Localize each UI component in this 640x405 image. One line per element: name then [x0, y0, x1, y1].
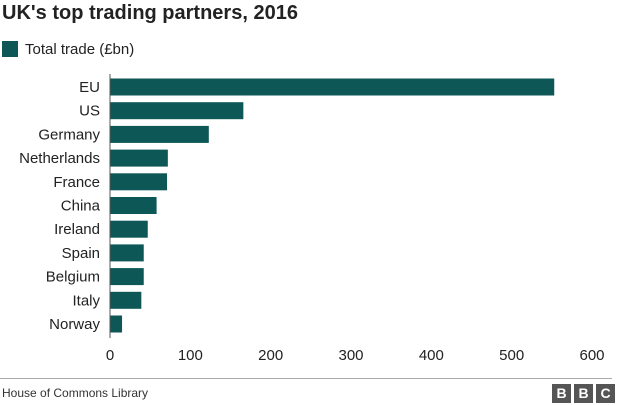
- category-label: Netherlands: [19, 150, 100, 167]
- bar: [110, 149, 168, 167]
- x-tick-labels: 0 100 200 300 400 500 600: [106, 347, 605, 364]
- bbc-logo: B B C: [549, 384, 615, 403]
- x-tick-label: 600: [579, 347, 604, 364]
- bar: [110, 173, 168, 191]
- legend-swatch: [2, 41, 18, 57]
- category-label: US: [79, 103, 100, 120]
- bar-chart: EU US Germany Netherlands France China Ireland…: [19, 74, 605, 364]
- category-label: Ireland: [54, 221, 100, 238]
- x-tick-label: 200: [258, 347, 283, 364]
- bar: [110, 220, 148, 238]
- bar: [110, 268, 144, 286]
- category-label: Norway: [49, 316, 100, 333]
- bar: [110, 102, 244, 120]
- bar: [110, 125, 209, 143]
- x-tick-label: 500: [499, 347, 524, 364]
- category-labels: EU US Germany Netherlands France China Ireland…: [19, 79, 101, 333]
- footer-rule: [0, 378, 612, 379]
- chart-title: UK's top trading partners, 2016: [2, 2, 298, 24]
- legend: Total trade (£bn): [2, 40, 134, 58]
- category-label: Belgium: [46, 269, 100, 286]
- bbc-logo-letter: B: [574, 384, 593, 403]
- x-tick-label: 0: [106, 347, 114, 364]
- category-label: Germany: [38, 126, 100, 143]
- bar: [110, 197, 157, 214]
- bar: [110, 78, 555, 96]
- bars: [110, 78, 555, 333]
- bbc-logo-letter: C: [596, 384, 615, 403]
- bbc-logo-letter: B: [552, 384, 571, 403]
- category-label: Italy: [72, 292, 100, 309]
- bar: [110, 291, 142, 309]
- bar: [110, 315, 123, 333]
- source-note: House of Commons Library: [2, 386, 149, 400]
- x-tick-label: 300: [338, 347, 363, 364]
- category-label: France: [53, 174, 100, 191]
- x-tick-label: 400: [419, 347, 444, 364]
- legend-label: Total trade (£bn): [25, 40, 135, 58]
- category-label: China: [61, 198, 101, 215]
- category-label: Spain: [62, 245, 100, 262]
- bar: [110, 244, 144, 262]
- x-tick-label: 100: [178, 347, 203, 364]
- category-label: EU: [79, 79, 100, 96]
